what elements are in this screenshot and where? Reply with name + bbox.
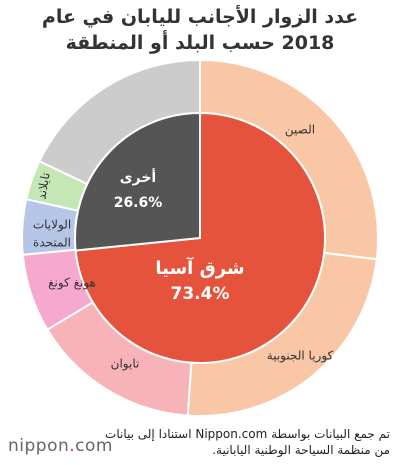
- outer-label-2: تايوان: [111, 357, 140, 372]
- logo-suffix: com: [75, 436, 113, 456]
- outer-label-1: كوريا الجنوبية: [267, 349, 334, 364]
- inner-value-other: 26.6%: [114, 195, 163, 211]
- outer-label-4-b: المتحدة: [33, 236, 71, 250]
- outer-label-3: هونغ كونغ: [48, 276, 96, 291]
- inner-value-east-asia: 73.4%: [171, 284, 230, 304]
- outer-label-4-a: الولايات: [33, 218, 71, 233]
- donut-chart: الصين كوريا الجنوبية تايوان هونغ كونغ الولاي…: [21, 58, 379, 417]
- inner-slice-1: [74, 111, 201, 252]
- logo-prefix: nippon: [8, 436, 70, 456]
- outer-label-5: تايلاند: [34, 171, 53, 200]
- chart-title: عدد الزوار الأجانب لليابان في عام 2018 ح…: [0, 4, 400, 56]
- outer-label-0: الصين: [285, 123, 315, 138]
- inner-label-other: أخرى: [120, 168, 156, 186]
- title-line-2: 2018 حسب البلد أو المنطقة: [65, 32, 335, 54]
- title-line-1: عدد الزوار الأجانب لليابان في عام: [41, 6, 359, 28]
- inner-label-east-asia: شرق آسيا: [155, 256, 244, 279]
- nippon-logo: nippon.com: [8, 436, 113, 456]
- source-note: تم جمع البيانات بواسطة Nippon.com استناد…: [105, 427, 390, 457]
- logo-dot: .: [69, 436, 76, 456]
